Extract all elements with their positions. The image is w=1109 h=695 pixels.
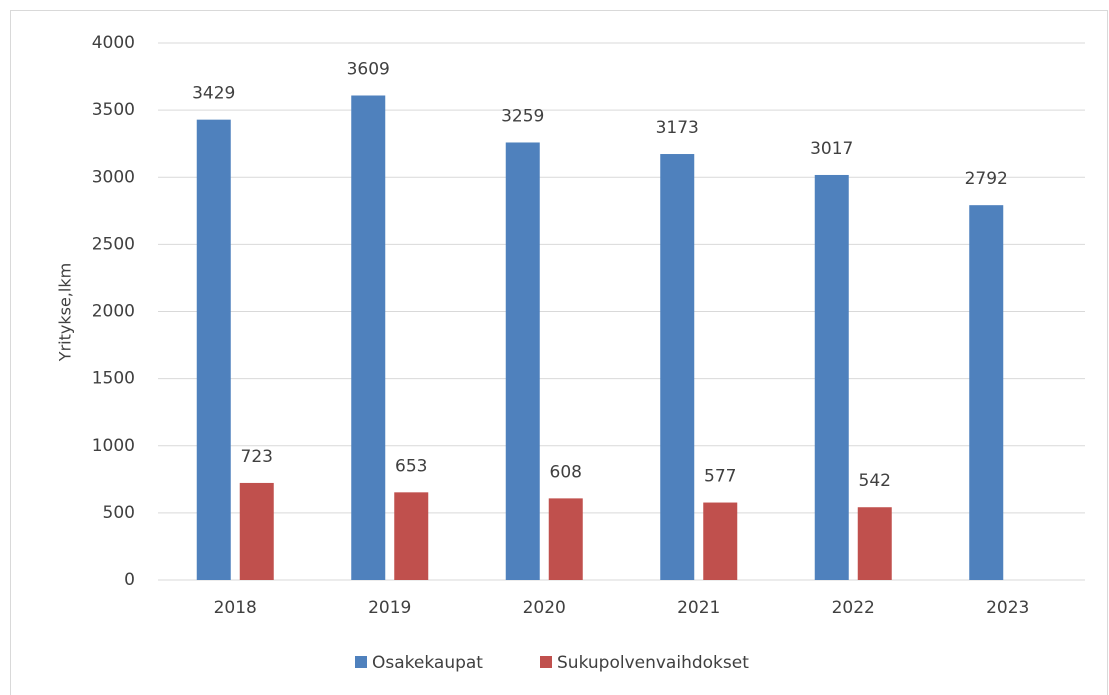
data-label: 3173 (656, 118, 699, 138)
x-tick-label: 2018 (214, 598, 257, 618)
data-label: 2792 (965, 169, 1008, 189)
data-label: 3429 (192, 84, 235, 104)
bar (196, 119, 231, 581)
data-label: 577 (704, 467, 736, 487)
legend-swatch (540, 656, 552, 668)
y-tick-label: 1500 (92, 369, 135, 389)
data-label: 653 (395, 456, 427, 476)
bar (239, 482, 274, 580)
data-label: 723 (241, 447, 273, 467)
y-tick-label: 4000 (92, 33, 135, 53)
x-tick-label: 2019 (368, 598, 411, 618)
y-tick-label: 2500 (92, 234, 135, 254)
data-label: 542 (859, 471, 891, 491)
bar (660, 154, 695, 580)
y-tick-label: 3500 (92, 100, 135, 120)
chart-frame (10, 10, 1108, 695)
y-tick-label: 500 (103, 503, 135, 523)
data-label: 3017 (810, 139, 853, 159)
y-tick-label: 2000 (92, 302, 135, 322)
x-tick-label: 2022 (832, 598, 875, 618)
legend-label: Osakekaupat (372, 653, 483, 673)
bar (505, 142, 540, 580)
legend-swatch (355, 656, 367, 668)
y-axis-label: Yritykse,lkm (56, 263, 75, 362)
y-tick-label: 0 (124, 570, 135, 590)
data-label: 608 (550, 462, 582, 482)
bar (703, 502, 738, 580)
bar (394, 492, 429, 580)
legend-label: Sukupolvenvaihdokset (557, 653, 749, 673)
data-label: 3259 (501, 106, 544, 126)
x-tick-label: 2020 (523, 598, 566, 618)
bar (814, 174, 849, 580)
y-tick-label: 3000 (92, 167, 135, 187)
bar (548, 498, 583, 580)
x-tick-label: 2023 (986, 598, 1029, 618)
x-tick-label: 2021 (677, 598, 720, 618)
bar (857, 507, 892, 580)
bar (351, 95, 386, 580)
data-label: 3609 (347, 59, 390, 79)
y-tick-label: 1000 (92, 436, 135, 456)
bar (969, 205, 1004, 580)
